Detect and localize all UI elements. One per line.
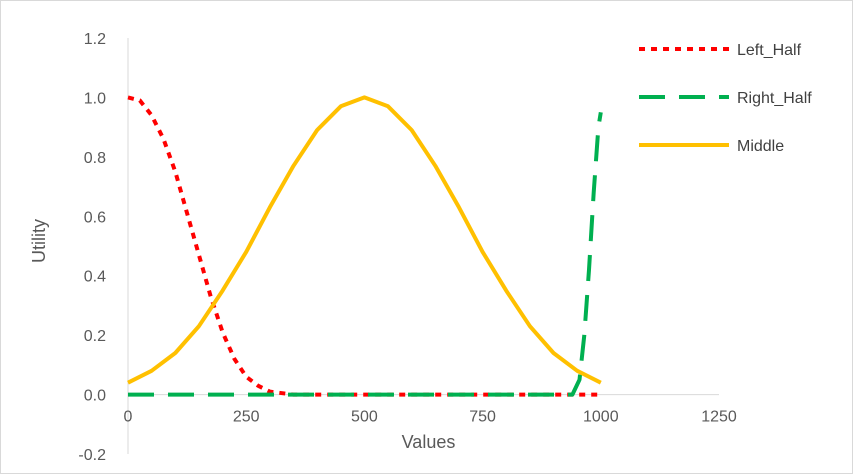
legend-label: Left_Half xyxy=(737,42,802,59)
series-line-middle xyxy=(127,95,602,385)
y-tick-label: 0.4 xyxy=(84,269,106,286)
series-line-left-half xyxy=(127,95,601,397)
x-axis-title: Values xyxy=(402,432,456,452)
y-tick-label: 0.0 xyxy=(84,388,106,405)
y-axis-title: Utility xyxy=(29,219,49,263)
x-tick-label: 1000 xyxy=(583,409,619,426)
y-tick-labels: -0.2 0.0 0.2 0.4 0.6 0.8 1.0 1.2 xyxy=(78,31,106,464)
y-tick-label: 0.2 xyxy=(84,328,106,345)
series-line-right-half xyxy=(128,111,603,397)
y-tick-label: -0.2 xyxy=(78,447,106,464)
x-tick-label: 750 xyxy=(469,409,496,426)
axes xyxy=(127,38,719,454)
y-tick-label: 1.2 xyxy=(84,31,106,48)
x-tick-label: 250 xyxy=(233,409,260,426)
x-tick-labels: 0 250 500 750 1000 1250 xyxy=(124,409,737,426)
plot-series xyxy=(127,95,603,397)
x-tick-label: 1250 xyxy=(701,409,737,426)
x-tick-label: 0 xyxy=(124,409,133,426)
y-tick-label: 0.8 xyxy=(84,150,106,167)
x-tick-label: 500 xyxy=(351,409,378,426)
y-tick-label: 1.0 xyxy=(84,90,106,107)
legend-label: Middle xyxy=(737,138,784,155)
y-tick-label: 0.6 xyxy=(84,209,106,226)
legend: Left_Half Right_Half Middle xyxy=(639,42,812,155)
legend-label: Right_Half xyxy=(737,90,812,107)
